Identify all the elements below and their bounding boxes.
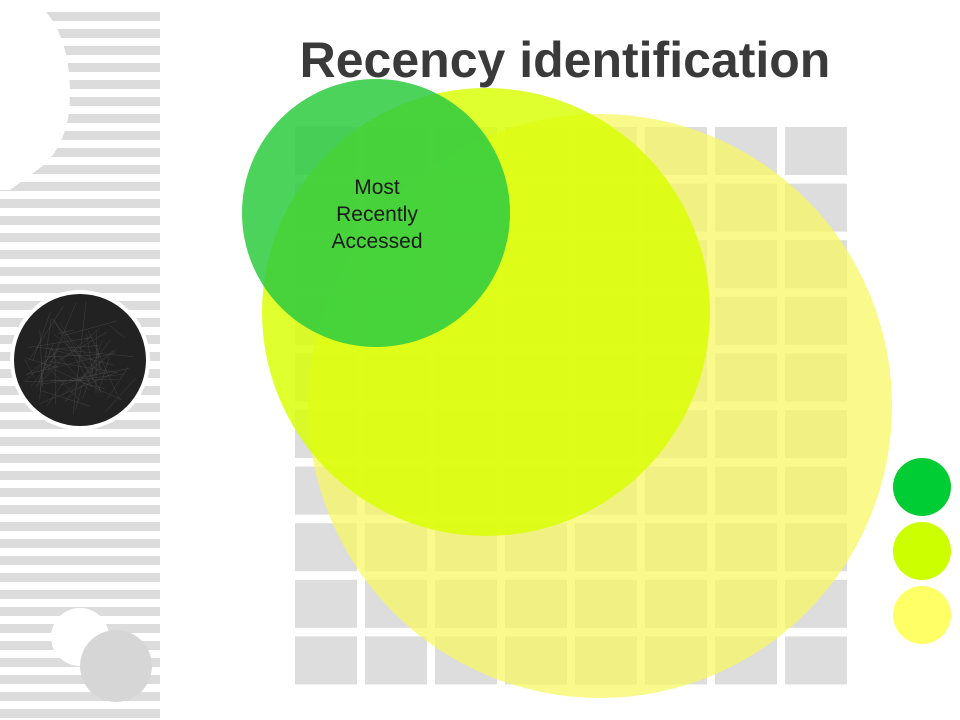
disc-texture-line [69, 368, 129, 380]
disc-texture-line [32, 312, 51, 361]
disc-texture-line [24, 359, 35, 377]
disc-texture-line [36, 362, 61, 386]
disc-texture-line [65, 379, 89, 402]
disc-texture-line [39, 372, 117, 404]
disc-texture-line [38, 331, 108, 373]
panel-stripe [0, 709, 160, 718]
disc-texture-line [50, 379, 84, 382]
panel-stripe [0, 29, 160, 38]
panel-stripe [0, 131, 160, 140]
disc-texture-line [28, 305, 64, 361]
disc-texture [24, 301, 137, 414]
grid-cell [295, 636, 357, 685]
panel-stripe [0, 522, 160, 531]
disc-texture-line [39, 375, 42, 400]
legend-dot-lime [893, 522, 951, 580]
disc-texture-line [26, 352, 116, 375]
disc-texture-line [43, 363, 81, 401]
disc-texture-line [48, 360, 118, 373]
panel-stripe [0, 437, 160, 446]
disc-texture-line [59, 356, 91, 392]
legend-dot-yellow [893, 586, 951, 644]
panel-stripe [0, 114, 160, 123]
panel-stripe [0, 454, 160, 463]
panel-stripe [0, 556, 160, 565]
disc-texture-line [52, 318, 93, 387]
grid-cell [365, 636, 427, 685]
disc-texture-line [77, 350, 114, 381]
disc-texture-line [57, 329, 74, 334]
legend-dot-green [893, 458, 951, 516]
green-circle [242, 79, 510, 347]
disc-texture-line [55, 345, 99, 350]
dark-network-disc [10, 290, 150, 430]
panel-stripe [0, 284, 160, 293]
panel-stripe [0, 590, 160, 599]
disc-texture-line [57, 326, 107, 374]
panel-stripe [0, 250, 160, 259]
grid-cell [785, 636, 847, 685]
panel-stripe [0, 182, 160, 191]
disc-texture-line [54, 334, 102, 373]
disc-texture-line [24, 357, 59, 369]
disc-texture-line [54, 320, 96, 383]
panel-stripe [0, 63, 160, 72]
panel-stripe [0, 488, 160, 497]
disc-texture-line [75, 385, 83, 410]
disc-texture-line [27, 337, 93, 348]
disc-texture-line [38, 350, 51, 383]
side-panel-cutouts [0, 0, 152, 702]
grid-cell [295, 579, 357, 628]
panel-stripe [0, 692, 160, 701]
panel-stripe [0, 165, 160, 174]
panel-cutout-top [0, 0, 70, 190]
disc-texture-line [64, 320, 117, 336]
panel-stripe [0, 573, 160, 582]
disc-texture-line [41, 390, 91, 407]
panel-stripe [0, 12, 160, 21]
disc-texture-line [36, 347, 134, 357]
page-title: Recency identification [299, 32, 831, 88]
panel-stripe [0, 267, 160, 276]
disc-texture-line [44, 354, 101, 358]
panel-stripe [0, 505, 160, 514]
disc-texture-line [96, 344, 101, 371]
disc-texture-line [25, 351, 58, 376]
disc-texture-line [39, 329, 43, 387]
disc-texture-line [60, 371, 107, 386]
disc-texture-line [24, 347, 60, 382]
panel-stripe [0, 199, 160, 208]
panel-grey-circle [80, 630, 152, 702]
color-legend [893, 458, 951, 644]
disc-texture-line [105, 378, 137, 412]
panel-stripe [0, 216, 160, 225]
disc-texture-line [54, 369, 123, 401]
panel-stripe [0, 675, 160, 684]
panel-stripe [0, 46, 160, 55]
panel-stripe [0, 148, 160, 157]
disc-texture-line [106, 367, 128, 400]
panel-stripe [0, 80, 160, 89]
panel-stripe [0, 539, 160, 548]
disc-texture-line [40, 373, 126, 385]
panel-stripe [0, 471, 160, 480]
disc-texture-line [86, 334, 94, 376]
disc-texture-line [109, 324, 125, 339]
disc-texture-line [39, 319, 52, 393]
panel-stripe [0, 233, 160, 242]
disc-texture-line [72, 301, 87, 414]
most-recently-accessed-label: Most Recently Accessed [331, 176, 423, 253]
disc-texture-line [64, 340, 111, 402]
panel-stripe [0, 97, 160, 106]
grid-cell [785, 127, 847, 175]
